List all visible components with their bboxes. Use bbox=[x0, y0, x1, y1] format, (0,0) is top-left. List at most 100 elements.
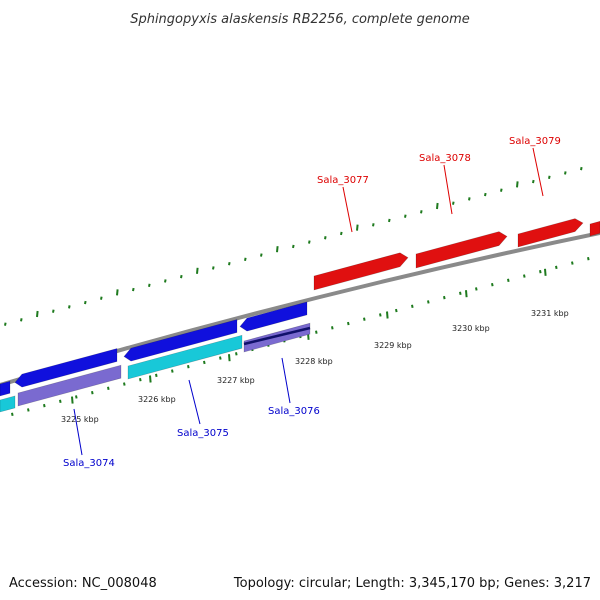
inner-tick bbox=[107, 386, 110, 391]
cds-sala-3074[interactable] bbox=[17, 364, 122, 407]
inner-tick bbox=[43, 403, 46, 408]
gene-label-sala-3076[interactable]: Sala_3076 bbox=[268, 406, 320, 417]
outer-tick bbox=[404, 214, 407, 218]
cds-sala-3076-stripe bbox=[243, 326, 311, 346]
outer-tick bbox=[292, 244, 295, 249]
inner-tick bbox=[427, 300, 430, 304]
cds-cyan-partial[interactable] bbox=[0, 395, 16, 413]
tick-label-3227: 3227 kbp bbox=[217, 376, 255, 385]
inner-tick bbox=[555, 265, 558, 270]
gene-reverse-partial[interactable] bbox=[0, 380, 11, 397]
tick-label-3229: 3229 kbp bbox=[374, 341, 412, 350]
gene-label-sala-3078[interactable]: Sala_3078 bbox=[419, 153, 471, 164]
outer-tick bbox=[484, 192, 487, 197]
outer-tick bbox=[4, 322, 7, 326]
gene-label-sala-3075[interactable]: Sala_3075 bbox=[177, 428, 229, 439]
inner-tick bbox=[571, 261, 574, 265]
inner-major-tick bbox=[465, 290, 468, 298]
outer-tick bbox=[100, 296, 103, 300]
gene-sala-3075[interactable] bbox=[123, 319, 238, 362]
inner-tick bbox=[235, 352, 238, 356]
outer-tick bbox=[20, 318, 23, 322]
inner-tick bbox=[523, 274, 526, 278]
outer-tick bbox=[212, 266, 215, 270]
outer-tick bbox=[532, 179, 535, 184]
gene-sala-3080-partial[interactable] bbox=[589, 220, 600, 237]
outer-tick bbox=[548, 175, 551, 179]
inner-tick bbox=[27, 408, 30, 412]
inner-tick bbox=[443, 295, 446, 300]
outer-tick bbox=[372, 223, 375, 227]
tick-track bbox=[4, 166, 590, 416]
gene-sala-3074[interactable] bbox=[14, 348, 118, 388]
inner-tick bbox=[411, 304, 414, 308]
inner-major-tick bbox=[149, 375, 152, 383]
inner-major-tick bbox=[386, 311, 389, 319]
tick-label-3230: 3230 kbp bbox=[452, 324, 490, 333]
gene-sala-3076[interactable] bbox=[239, 301, 308, 332]
outer-tick bbox=[276, 246, 279, 253]
connector-sala-3079 bbox=[532, 147, 544, 197]
inner-major-tick bbox=[71, 396, 74, 404]
cds-sala-3076[interactable] bbox=[243, 322, 311, 353]
inner-tick bbox=[155, 373, 158, 378]
inner-tick bbox=[363, 317, 366, 321]
outer-tick bbox=[564, 171, 567, 175]
tick-label-3226: 3226 kbp bbox=[138, 395, 176, 404]
tick-label-3228: 3228 kbp bbox=[295, 357, 333, 366]
genome-summary-text: Topology: circular; Length: 3,345,170 bp… bbox=[233, 576, 591, 591]
inner-tick bbox=[171, 369, 174, 373]
inner-tick bbox=[475, 287, 478, 291]
gene-label-sala-3077[interactable]: Sala_3077 bbox=[317, 175, 369, 186]
inner-tick bbox=[187, 365, 190, 369]
gene-label-sala-3074[interactable]: Sala_3074 bbox=[63, 458, 115, 469]
outer-tick bbox=[116, 289, 119, 296]
outer-tick bbox=[580, 166, 583, 171]
gene-label-sala-3079[interactable]: Sala_3079 bbox=[509, 136, 561, 147]
map-title: Sphingopyxis alaskensis RB2256, complete… bbox=[130, 12, 470, 27]
outer-tick bbox=[180, 274, 183, 279]
outer-tick bbox=[516, 181, 519, 188]
inner-major-tick bbox=[228, 354, 231, 362]
outer-tick bbox=[260, 253, 263, 257]
connector-sala-3077 bbox=[342, 186, 353, 233]
outer-tick bbox=[244, 257, 247, 262]
outer-tick bbox=[468, 197, 471, 201]
inner-tick bbox=[331, 326, 334, 330]
inner-tick bbox=[11, 412, 14, 416]
connector-sala-3078 bbox=[443, 164, 453, 215]
inner-major-tick bbox=[544, 268, 547, 276]
inner-tick bbox=[491, 282, 494, 287]
inner-tick bbox=[315, 330, 318, 334]
tick-label-3225: 3225 kbp bbox=[61, 415, 99, 424]
inner-tick bbox=[459, 291, 462, 295]
inner-tick bbox=[139, 378, 142, 382]
gene-sala-3079[interactable] bbox=[517, 218, 584, 248]
connector-sala-3074 bbox=[73, 408, 83, 456]
outer-tick bbox=[420, 210, 423, 214]
inner-tick bbox=[507, 278, 510, 283]
outer-tick bbox=[36, 310, 39, 318]
outer-tick bbox=[308, 240, 311, 244]
outer-tick bbox=[324, 236, 327, 240]
connector-sala-3075 bbox=[188, 379, 201, 425]
outer-tick bbox=[228, 261, 231, 266]
inner-tick bbox=[123, 382, 126, 386]
feature-track bbox=[0, 218, 600, 413]
gene-sala-3077[interactable] bbox=[313, 252, 409, 291]
cds-sala-3075[interactable] bbox=[127, 334, 243, 380]
outer-tick bbox=[500, 188, 503, 192]
outer-tick bbox=[388, 218, 391, 223]
outer-tick bbox=[84, 300, 87, 305]
outer-tick bbox=[132, 287, 135, 292]
inner-tick bbox=[539, 270, 542, 274]
gene-sala-3078[interactable] bbox=[415, 231, 508, 269]
inner-tick bbox=[347, 321, 350, 326]
inner-tick bbox=[587, 257, 590, 261]
connector-sala-3076 bbox=[281, 357, 291, 404]
inner-tick bbox=[91, 390, 94, 395]
label-layer: 3225 kbp 3226 kbp 3227 kbp 3228 kbp 3229… bbox=[61, 136, 569, 469]
inner-tick bbox=[203, 360, 206, 365]
inner-tick bbox=[395, 308, 398, 313]
